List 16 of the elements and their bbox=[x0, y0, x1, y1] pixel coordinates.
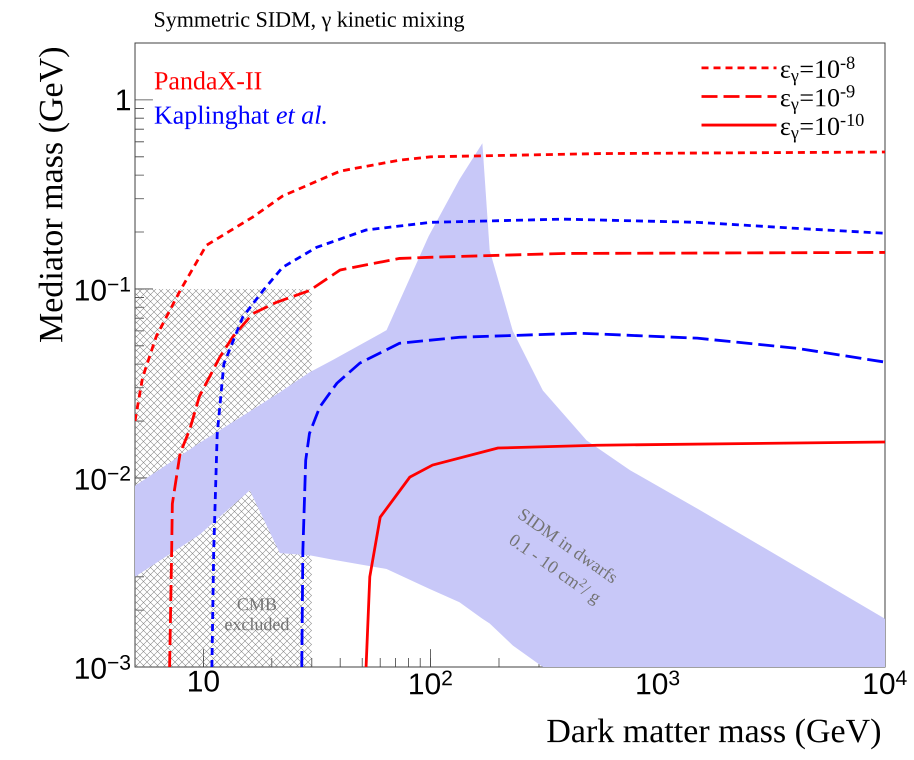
chart-title: Symmetric SIDM, γ kinetic mixing bbox=[155, 11, 464, 32]
y-axis-title: Mediator mass (GeV) bbox=[38, 48, 70, 342]
annotation: PandaX-II bbox=[154, 71, 262, 90]
annotation: Kaplinghat et al. bbox=[154, 106, 326, 130]
y-tick-label: 10$^{−1}$ bbox=[76, 277, 130, 301]
y-tick-label: 1 bbox=[117, 90, 130, 110]
x-tick-label: 10$^{3}$ bbox=[637, 670, 680, 695]
x-tick-label: 10 bbox=[189, 670, 219, 692]
legend-label: ε$_{γ}$=10$^{-8}$ bbox=[780, 56, 854, 86]
x-tick-label: 10$^{2}$ bbox=[410, 670, 452, 695]
x-axis-title: Dark matter mass (GeV) bbox=[547, 718, 880, 750]
y-tick-label: 10$^{−2}$ bbox=[76, 466, 130, 490]
y-tick-label: 10$^{−3}$ bbox=[76, 655, 130, 679]
legend-label: ε$_{γ}$=10$^{-10}$ bbox=[780, 114, 864, 143]
legend-label: ε$_{γ}$=10$^{-9}$ bbox=[780, 85, 854, 114]
x-tick-label: 10$^{4}$ bbox=[864, 670, 907, 694]
